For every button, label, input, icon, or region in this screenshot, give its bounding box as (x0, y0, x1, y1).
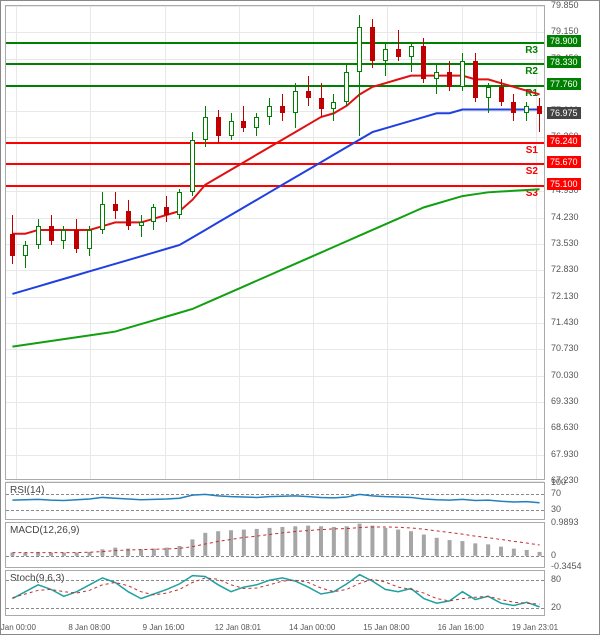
sr-label-s2: S2 (526, 166, 538, 177)
sr-price-s3: 75.100 (547, 178, 581, 190)
sr-price-s2: 75.670 (547, 156, 581, 168)
y-tick-label: 71.430 (551, 317, 579, 327)
sr-label-r3: R3 (525, 45, 538, 56)
stoch-panel[interactable]: Stoch(9,6,3) (5, 570, 545, 616)
x-tick-label: 19 Jan 23:01 (512, 623, 558, 632)
sr-line-s3 (6, 185, 544, 187)
x-axis: 7 Jan 00:008 Jan 08:009 Jan 16:0012 Jan … (5, 618, 545, 632)
y-tick-label: 72.130 (551, 291, 579, 301)
x-tick-label: 8 Jan 08:00 (68, 623, 110, 632)
sr-label-s3: S3 (526, 188, 538, 199)
sr-line-s2 (6, 163, 544, 165)
y-tick-label: 74.230 (551, 212, 579, 222)
stoch-label: Stoch(9,6,3) (10, 573, 64, 584)
y-tick-label: 67.930 (551, 449, 579, 459)
rsi-panel[interactable]: RSI(14) (5, 482, 545, 520)
sr-price-s1: 76.240 (547, 135, 581, 147)
price-y-axis: 79.85079.15078.45077.76077.06076.36075.6… (547, 5, 597, 480)
x-tick-label: 7 Jan 00:00 (0, 623, 36, 632)
sr-label-s1: S1 (526, 145, 538, 156)
sr-line-r3 (6, 42, 544, 44)
y-tick-label: 73.530 (551, 238, 579, 248)
x-tick-label: 15 Jan 08:00 (363, 623, 409, 632)
y-tick-label: 68.630 (551, 422, 579, 432)
rsi-y-axis: 1007030 (547, 482, 597, 520)
x-tick-label: 12 Jan 08:01 (215, 623, 261, 632)
macd-label: MACD(12,26,9) (10, 525, 79, 536)
current-price-box: 76.975 (547, 107, 581, 119)
y-tick-label: 72.830 (551, 264, 579, 274)
macd-panel[interactable]: MACD(12,26,9) (5, 522, 545, 568)
sr-price-r1: 77.760 (547, 78, 581, 90)
x-tick-label: 9 Jan 16:00 (143, 623, 185, 632)
chart-container: R3 R2 R1 S1 S2 S3 79.85079.15078.45077.76077.… (0, 0, 600, 635)
sr-line-s1 (6, 142, 544, 144)
y-tick-label: 69.330 (551, 396, 579, 406)
y-tick-label: 70.030 (551, 370, 579, 380)
y-tick-label: 70.730 (551, 343, 579, 353)
x-tick-label: 14 Jan 00:00 (289, 623, 335, 632)
stoch-y-axis: 8020 (547, 570, 597, 616)
sr-price-r3: 78.900 (547, 35, 581, 47)
y-tick-label: 79.850 (551, 0, 579, 10)
x-tick-label: 16 Jan 16:00 (438, 623, 484, 632)
macd-y-axis: 0.98930-0.3454 (547, 522, 597, 568)
sr-label-r1: R1 (525, 88, 538, 99)
sr-price-r2: 78.330 (547, 56, 581, 68)
sr-label-r2: R2 (525, 66, 538, 77)
price-panel[interactable]: R3 R2 R1 S1 S2 S3 (5, 5, 545, 480)
